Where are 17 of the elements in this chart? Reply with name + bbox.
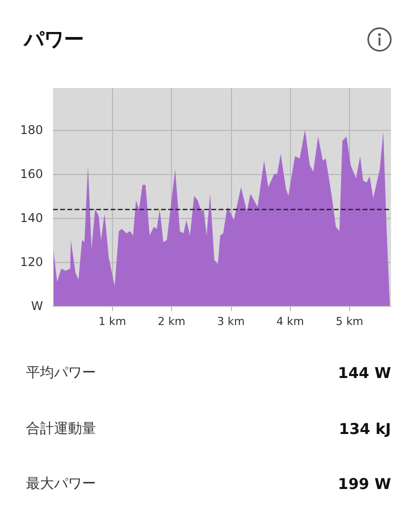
text: 134 kJ bbox=[338, 420, 391, 438]
x-tick-label: 1 km bbox=[98, 315, 126, 328]
text: 平均パワー bbox=[26, 364, 96, 382]
text: 144 W bbox=[338, 364, 391, 382]
x-tick-label: 5 km bbox=[336, 315, 364, 328]
x-tick-label: 3 km bbox=[217, 315, 245, 328]
text: 199 W bbox=[338, 475, 391, 493]
x-tick-label: 4 km bbox=[276, 315, 304, 328]
y-tick-label: 120 bbox=[20, 254, 43, 269]
y-tick-label: 160 bbox=[20, 166, 43, 181]
y-tick-label: 180 bbox=[20, 122, 43, 137]
text: 合計運動量 bbox=[26, 420, 96, 438]
chart-title: パワー bbox=[24, 26, 84, 53]
y-tick-label: W bbox=[31, 299, 44, 313]
x-tick-label: 2 km bbox=[158, 315, 186, 328]
text: 最大パワー bbox=[26, 475, 96, 493]
y-tick-label: 140 bbox=[20, 210, 43, 225]
